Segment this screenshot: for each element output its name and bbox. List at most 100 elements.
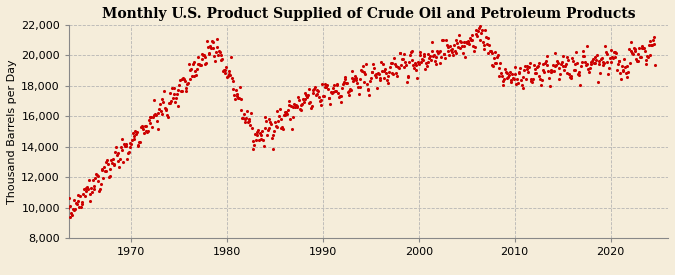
Point [593, 62, 604, 66]
Point [648, 35, 659, 39]
Point [641, 58, 651, 62]
Point [367, 70, 378, 74]
Point [101, 160, 112, 164]
Point [594, 59, 605, 63]
Point [446, 48, 456, 52]
Point [586, 60, 597, 65]
Point [433, 50, 444, 54]
Point [438, 52, 449, 56]
Point [420, 67, 431, 72]
Point [104, 174, 115, 178]
Point [595, 57, 606, 62]
Point [69, 208, 80, 212]
Point [348, 79, 358, 83]
Point [512, 77, 522, 81]
Point [221, 75, 232, 79]
Point [68, 207, 78, 211]
Point [352, 81, 362, 85]
Point [99, 169, 110, 173]
Point [346, 87, 356, 92]
Point [146, 125, 157, 130]
Point [384, 70, 395, 75]
Point [385, 61, 396, 65]
Point [197, 52, 208, 57]
Point [315, 98, 326, 103]
Point [560, 62, 571, 66]
Point [308, 87, 319, 91]
Point [92, 174, 103, 178]
Point [604, 56, 615, 60]
Point [147, 115, 158, 119]
Point [290, 103, 301, 108]
Point [225, 55, 236, 60]
Point [620, 65, 630, 70]
Point [439, 52, 450, 56]
Point [323, 96, 334, 100]
Point [207, 40, 218, 44]
Point [476, 31, 487, 35]
Point [578, 49, 589, 53]
Point [406, 58, 417, 62]
Point [268, 146, 279, 151]
Point [224, 72, 235, 76]
Point [414, 50, 425, 54]
Point [534, 73, 545, 78]
Point [421, 61, 431, 66]
Point [86, 185, 97, 190]
Point [458, 43, 469, 48]
Point [600, 50, 611, 54]
Point [616, 76, 626, 81]
Point [583, 67, 593, 72]
Point [186, 73, 197, 78]
Point [523, 70, 534, 74]
Point [88, 178, 99, 182]
Point [107, 160, 117, 165]
Point [77, 202, 88, 206]
Point [344, 93, 354, 97]
Point [150, 112, 161, 117]
Point [539, 61, 550, 65]
Point [297, 102, 308, 106]
Point [76, 200, 87, 204]
Point [267, 135, 277, 140]
Point [343, 89, 354, 94]
Point [333, 95, 344, 100]
Point [238, 116, 248, 121]
Point [608, 56, 618, 60]
Point [264, 126, 275, 130]
Point [565, 76, 576, 80]
Point [440, 56, 451, 60]
Point [236, 108, 246, 112]
Point [637, 46, 648, 50]
Point [180, 89, 191, 93]
Point [291, 105, 302, 109]
Point [468, 49, 479, 53]
Point [576, 64, 587, 68]
Point [161, 108, 171, 112]
Point [471, 28, 482, 32]
Point [571, 50, 582, 54]
Point [478, 47, 489, 51]
Point [124, 150, 134, 154]
Point [259, 144, 269, 148]
Point [59, 207, 70, 211]
Point [115, 144, 126, 149]
Point [377, 62, 388, 66]
Point [607, 54, 618, 59]
Point [464, 35, 475, 40]
Point [239, 117, 250, 122]
Point [145, 115, 156, 119]
Point [605, 59, 616, 64]
Point [570, 62, 580, 66]
Point [452, 44, 463, 49]
Point [643, 43, 654, 47]
Point [463, 40, 474, 44]
Point [136, 125, 146, 130]
Point [378, 76, 389, 80]
Point [371, 75, 381, 79]
Point [458, 51, 468, 55]
Point [265, 120, 275, 124]
Point [101, 169, 111, 173]
Point [192, 55, 203, 60]
Point [630, 47, 641, 51]
